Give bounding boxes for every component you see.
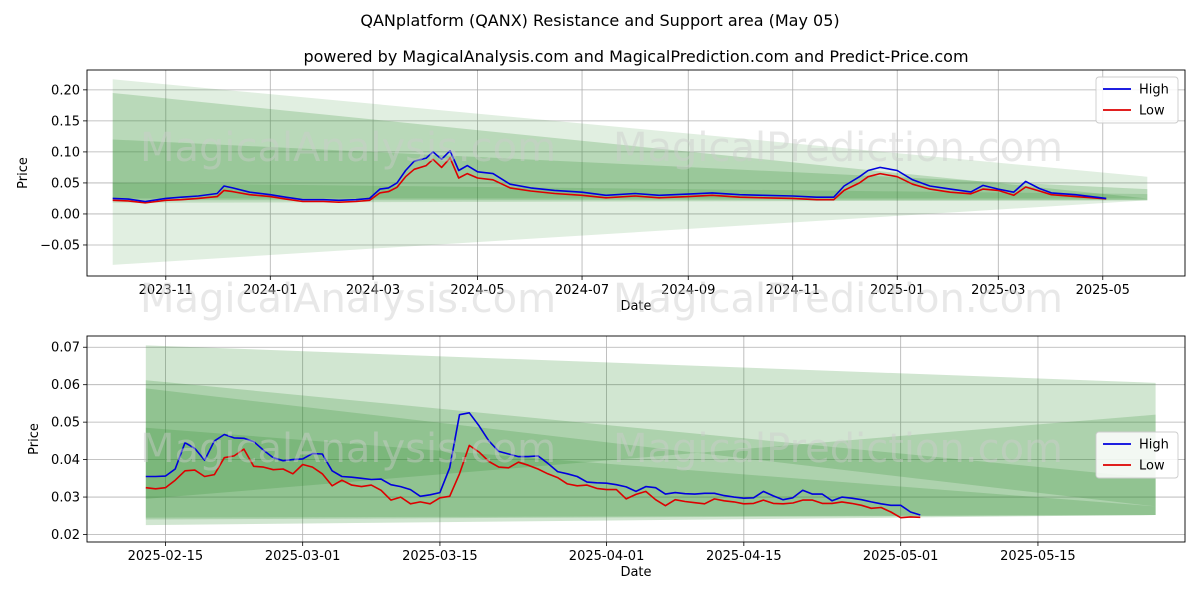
y-tick-label: 0.15 bbox=[51, 114, 80, 129]
watermark-prediction: MagicalPrediction.com bbox=[613, 426, 1063, 472]
x-axis-label: Date bbox=[620, 565, 651, 580]
y-tick-label: 0.06 bbox=[51, 378, 80, 393]
legend: High Low bbox=[1095, 431, 1179, 479]
x-tick-label: 2024-11 bbox=[766, 283, 820, 298]
low-series-line bbox=[112, 157, 1107, 204]
y-tick-label: 0.10 bbox=[51, 145, 80, 160]
x-tick-label: 2025-03 bbox=[971, 283, 1025, 298]
y-tick-label: −0.05 bbox=[40, 238, 80, 253]
x-tick-label: 2024-09 bbox=[661, 283, 715, 298]
chart-subtitle: powered by MagicalAnalysis.com and Magic… bbox=[303, 47, 968, 66]
x-tick-label: 2025-02-15 bbox=[128, 549, 204, 564]
y-axis-label: Price bbox=[16, 157, 31, 189]
y-axis-label: Price bbox=[27, 423, 42, 455]
bottom-chart-panel: 2025-02-15 2025-03-01 2025-03-15 2025-04-01… bbox=[27, 335, 1186, 580]
top-chart-panel: 2023-11 2024-01 2024-03 2024-05 2024-07 2024-… bbox=[16, 69, 1186, 314]
x-tick-label: 2025-04-15 bbox=[706, 549, 782, 564]
support-resistance-band bbox=[145, 427, 1156, 520]
x-tick-label: 2025-05-01 bbox=[863, 549, 939, 564]
y-tick-label: 0.05 bbox=[51, 416, 80, 431]
plot-frame bbox=[86, 69, 1186, 277]
support-resistance-band bbox=[112, 79, 1148, 265]
y-tick-label: 0.04 bbox=[51, 453, 80, 468]
x-tick-label: 2024-05 bbox=[450, 283, 504, 298]
watermark-analysis: MagicalAnalysis.com bbox=[140, 276, 556, 322]
x-tick-label: 2025-05 bbox=[1076, 283, 1130, 298]
y-tick-label: 0.00 bbox=[51, 207, 80, 222]
y-tick-label: 0.20 bbox=[51, 83, 80, 98]
support-resistance-band bbox=[145, 388, 1156, 507]
support-resistance-band bbox=[145, 345, 1156, 526]
x-axis-label: Date bbox=[620, 299, 651, 314]
legend-high-label: High bbox=[1139, 438, 1169, 453]
support-resistance-band bbox=[112, 92, 1148, 201]
high-series-line bbox=[112, 149, 1107, 203]
x-tick-label: 2025-04-01 bbox=[569, 549, 645, 564]
x-tick-label: 2024-03 bbox=[346, 283, 400, 298]
x-tick-label: 2023-11 bbox=[139, 283, 193, 298]
watermark-analysis: MagicalAnalysis.com bbox=[140, 426, 556, 472]
y-tick-label: 0.05 bbox=[51, 176, 80, 191]
legend: High Low bbox=[1095, 76, 1179, 124]
watermarks: MagicalAnalysis.com MagicalPrediction.co… bbox=[140, 125, 1063, 472]
watermark-prediction: MagicalPrediction.com bbox=[613, 125, 1063, 171]
x-tick-label: 2024-01 bbox=[243, 283, 297, 298]
support-resistance-band bbox=[145, 380, 1156, 518]
plot-frame bbox=[86, 335, 1186, 543]
legend-low-label: Low bbox=[1139, 459, 1165, 474]
watermark-analysis: MagicalAnalysis.com bbox=[140, 125, 556, 171]
x-tick-label: 2025-01 bbox=[870, 283, 924, 298]
x-tick-label: 2025-03-01 bbox=[265, 549, 341, 564]
x-tick-label: 2025-05-15 bbox=[1000, 549, 1076, 564]
low-series-line bbox=[145, 444, 921, 519]
x-tick-label: 2024-07 bbox=[555, 283, 609, 298]
legend-low-label: Low bbox=[1139, 104, 1165, 119]
high-series-line bbox=[145, 412, 921, 516]
y-tick-label: 0.07 bbox=[51, 341, 80, 356]
legend-high-label: High bbox=[1139, 83, 1169, 98]
watermark-prediction: MagicalPrediction.com bbox=[613, 276, 1063, 322]
y-tick-label: 0.03 bbox=[51, 491, 80, 506]
chart-title: QANplatform (QANX) Resistance and Suppor… bbox=[360, 11, 839, 30]
y-tick-label: 0.02 bbox=[51, 528, 80, 543]
support-resistance-band bbox=[112, 139, 1148, 199]
x-tick-label: 2025-03-15 bbox=[402, 549, 478, 564]
